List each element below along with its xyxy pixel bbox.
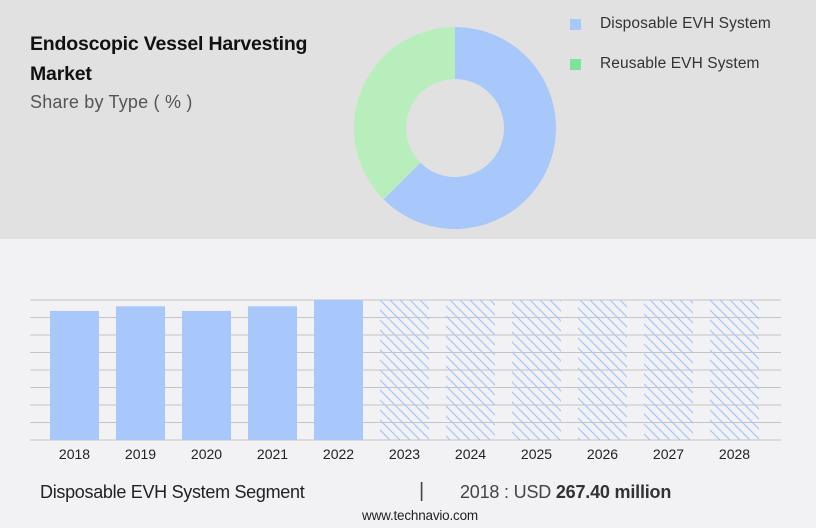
- bar-2018[interactable]: [50, 310, 99, 440]
- bars: [50, 300, 759, 440]
- footer-separator: |: [419, 480, 425, 502]
- x-label-2025: 2025: [520, 446, 553, 462]
- x-label-2028: 2028: [718, 446, 751, 462]
- x-label-2020: 2020: [190, 446, 223, 462]
- bar-2024[interactable]: [446, 300, 495, 440]
- chart-subtitle: Share by Type ( % ): [30, 92, 193, 112]
- legend-item-disposable[interactable]: Disposable EVH System: [570, 12, 771, 36]
- bar-2019[interactable]: [116, 306, 165, 440]
- x-label-2026: 2026: [586, 446, 619, 462]
- legend-label-reusable: Reusable EVH System: [600, 55, 760, 72]
- bar-2021[interactable]: [248, 306, 297, 440]
- donut-chart: [353, 27, 556, 229]
- bar-2023[interactable]: [380, 300, 429, 440]
- x-label-2021: 2021: [256, 446, 289, 462]
- donut-segment-reusable[interactable]: [353, 27, 455, 200]
- x-label-2023: 2023: [388, 446, 421, 462]
- source-url[interactable]: www.technavio.com: [362, 508, 478, 523]
- bar-2020[interactable]: [182, 310, 231, 440]
- x-label-2027: 2027: [652, 446, 685, 462]
- bar-2025[interactable]: [512, 300, 561, 440]
- x-label-2019: 2019: [124, 446, 157, 462]
- footer-value: 2018 : USD 267.40 million: [460, 482, 671, 503]
- legend-label-disposable: Disposable EVH System: [600, 15, 771, 32]
- bar-2022[interactable]: [314, 300, 363, 440]
- legend: Disposable EVH System Reusable EVH Syste…: [570, 12, 771, 92]
- header-band: Endoscopic Vessel Harvesting Market Shar…: [0, 0, 816, 239]
- x-label-2022: 2022: [322, 446, 355, 462]
- x-label-2024: 2024: [454, 446, 487, 462]
- bar-2027[interactable]: [644, 300, 693, 440]
- donut-segment-disposable[interactable]: [383, 27, 556, 229]
- footer-segment-label: Disposable EVH System Segment: [40, 482, 305, 502]
- footer-value-prefix: 2018 : USD: [460, 482, 552, 502]
- chart-title: Endoscopic Vessel Harvesting Market: [30, 33, 308, 85]
- bar-2026[interactable]: [578, 300, 627, 440]
- legend-item-reusable[interactable]: Reusable EVH System: [570, 52, 771, 76]
- footer-value-amount: 267.40 million: [555, 482, 672, 502]
- legend-swatch-reusable-icon: [570, 58, 581, 70]
- bar-2028[interactable]: [710, 300, 759, 440]
- x-label-2018: 2018: [58, 446, 91, 462]
- legend-swatch-disposable-icon: [570, 18, 581, 30]
